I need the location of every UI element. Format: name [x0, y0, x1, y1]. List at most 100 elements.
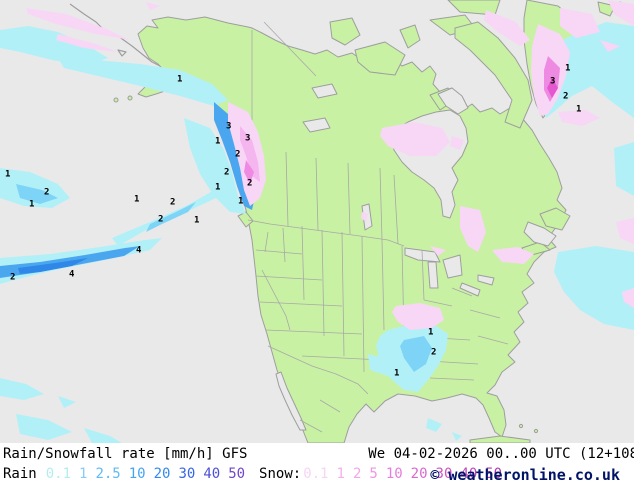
scale-value: 0.1	[45, 466, 72, 482]
legend-bar: Rain/Snowfall rate [mm/h] GFS We 04-02-2…	[0, 443, 634, 490]
scale-value: 40	[203, 466, 221, 482]
rain-band-midpacific	[112, 184, 226, 246]
precip-value-label: 2	[170, 198, 175, 208]
bahamas-island	[518, 423, 524, 429]
snow-patch-winnipeg	[361, 212, 368, 222]
scale-value: 1	[336, 466, 345, 482]
scale-value: 2	[352, 466, 362, 482]
prince-of-wales-island	[399, 24, 421, 49]
aleutian-island	[113, 97, 119, 103]
precip-value-label: 1	[194, 216, 199, 226]
st-lawrence-island	[117, 49, 127, 57]
precip-value-label: 4	[136, 246, 142, 256]
snow-patch-south-greenland	[558, 110, 600, 126]
lake-ontario	[477, 274, 495, 286]
rain-scale-label: Rain	[3, 466, 37, 482]
rain-patch-labrador-sea	[614, 142, 634, 196]
us-mexico-border	[267, 345, 369, 395]
rain-area-atlantic	[554, 246, 634, 330]
state-border	[265, 329, 363, 335]
scale-value: 1	[79, 466, 88, 482]
great-bear-lake	[311, 83, 338, 99]
snow-patch-hudson-north	[450, 136, 464, 150]
state-border	[477, 335, 509, 345]
precip-value-label: 1	[215, 137, 220, 147]
rain-core-central-us	[400, 336, 432, 372]
cuba	[469, 435, 531, 443]
rain-area-texas	[368, 354, 392, 376]
snow-area-central-us	[392, 303, 444, 330]
legend-scale-row: Rain 0.1 1 2.5 10 20 30 40 50 Snow: 0.1 1 2 5 10 20 3…	[0, 462, 634, 482]
state-border	[423, 299, 453, 307]
rain-core-midpacific	[146, 202, 196, 232]
lake-erie	[459, 282, 481, 297]
precip-value-label: 2	[563, 92, 568, 102]
rain-patch-sw-ocean	[16, 414, 72, 440]
state-border	[361, 235, 365, 373]
legend-title-row: Rain/Snowfall rate [mm/h] GFS We 04-02-2…	[0, 443, 634, 462]
snow-core-bc	[244, 160, 254, 184]
state-border	[259, 301, 343, 307]
province-border	[393, 174, 399, 245]
map-title: Rain/Snowfall rate [mm/h] GFS	[3, 446, 248, 462]
province-border	[315, 157, 319, 231]
scale-value: 50	[228, 466, 246, 482]
precip-value-label: 4	[69, 270, 75, 280]
rain-patch-gulf-coast	[452, 432, 462, 441]
precip-value-label: 1	[565, 64, 570, 74]
state-border	[264, 231, 269, 253]
state-border	[282, 227, 286, 263]
precip-value-label: 2	[10, 273, 15, 283]
lake-huron	[442, 254, 463, 279]
scale-value: 10	[128, 466, 146, 482]
precip-value-label: 1	[29, 200, 34, 210]
rain-area-alaska-peninsula	[58, 58, 228, 106]
snow-area-greenland-top	[560, 8, 600, 38]
rain-patch-sw-ocean	[84, 428, 122, 443]
precip-value-label: 1	[177, 75, 182, 85]
precip-value-label: 2	[224, 168, 229, 178]
precip-value-label: 2	[44, 188, 49, 198]
rain-patch-sw-ocean	[58, 396, 76, 408]
rain-patch-gulf-coast	[426, 418, 442, 432]
state-border	[301, 225, 305, 301]
snow-patch-ne-corner	[600, 40, 620, 52]
newfoundland	[539, 207, 571, 231]
precip-value-label: 3	[226, 122, 231, 132]
rain-scale: 0.1 1 2.5 10 20 30 40 50	[46, 466, 253, 482]
rain-core-west-edge	[16, 184, 58, 204]
snow-area-baffin	[484, 10, 530, 46]
state-border	[451, 287, 473, 297]
snow-streak-chukotka	[146, 2, 160, 10]
snow-patch-michigan	[430, 246, 446, 256]
victoria-island	[354, 41, 406, 76]
bahamas-island	[533, 428, 539, 434]
scale-value: 30	[435, 466, 453, 482]
precip-value-label: 3	[550, 77, 555, 87]
snow-area-kivalliq	[380, 122, 450, 156]
scale-value: 5	[369, 466, 378, 482]
foxe-channel	[437, 87, 469, 115]
state-border	[469, 309, 501, 319]
gulf-of-california	[275, 371, 307, 431]
snow-patch-east-edge	[622, 288, 634, 308]
scale-value: 20	[410, 466, 428, 482]
precip-value-label: 1	[215, 183, 220, 193]
precip-value-label: 2	[431, 348, 436, 358]
snow-overlay	[26, 0, 634, 330]
lake-michigan	[427, 261, 439, 289]
us-canada-border	[247, 219, 405, 247]
copyright-text: © weatheronline.co.uk	[430, 466, 620, 484]
snow-patch-ne-corner	[608, 0, 634, 26]
mexico-state-border	[319, 399, 341, 413]
state-border	[301, 355, 383, 361]
precip-value-label: 3	[245, 134, 250, 144]
precip-value-label: 1	[394, 369, 399, 379]
scale-value: 0.1	[303, 466, 329, 482]
snow-area-quebec	[460, 206, 486, 252]
snow-area-new-england	[492, 247, 534, 264]
state-border	[429, 377, 475, 381]
